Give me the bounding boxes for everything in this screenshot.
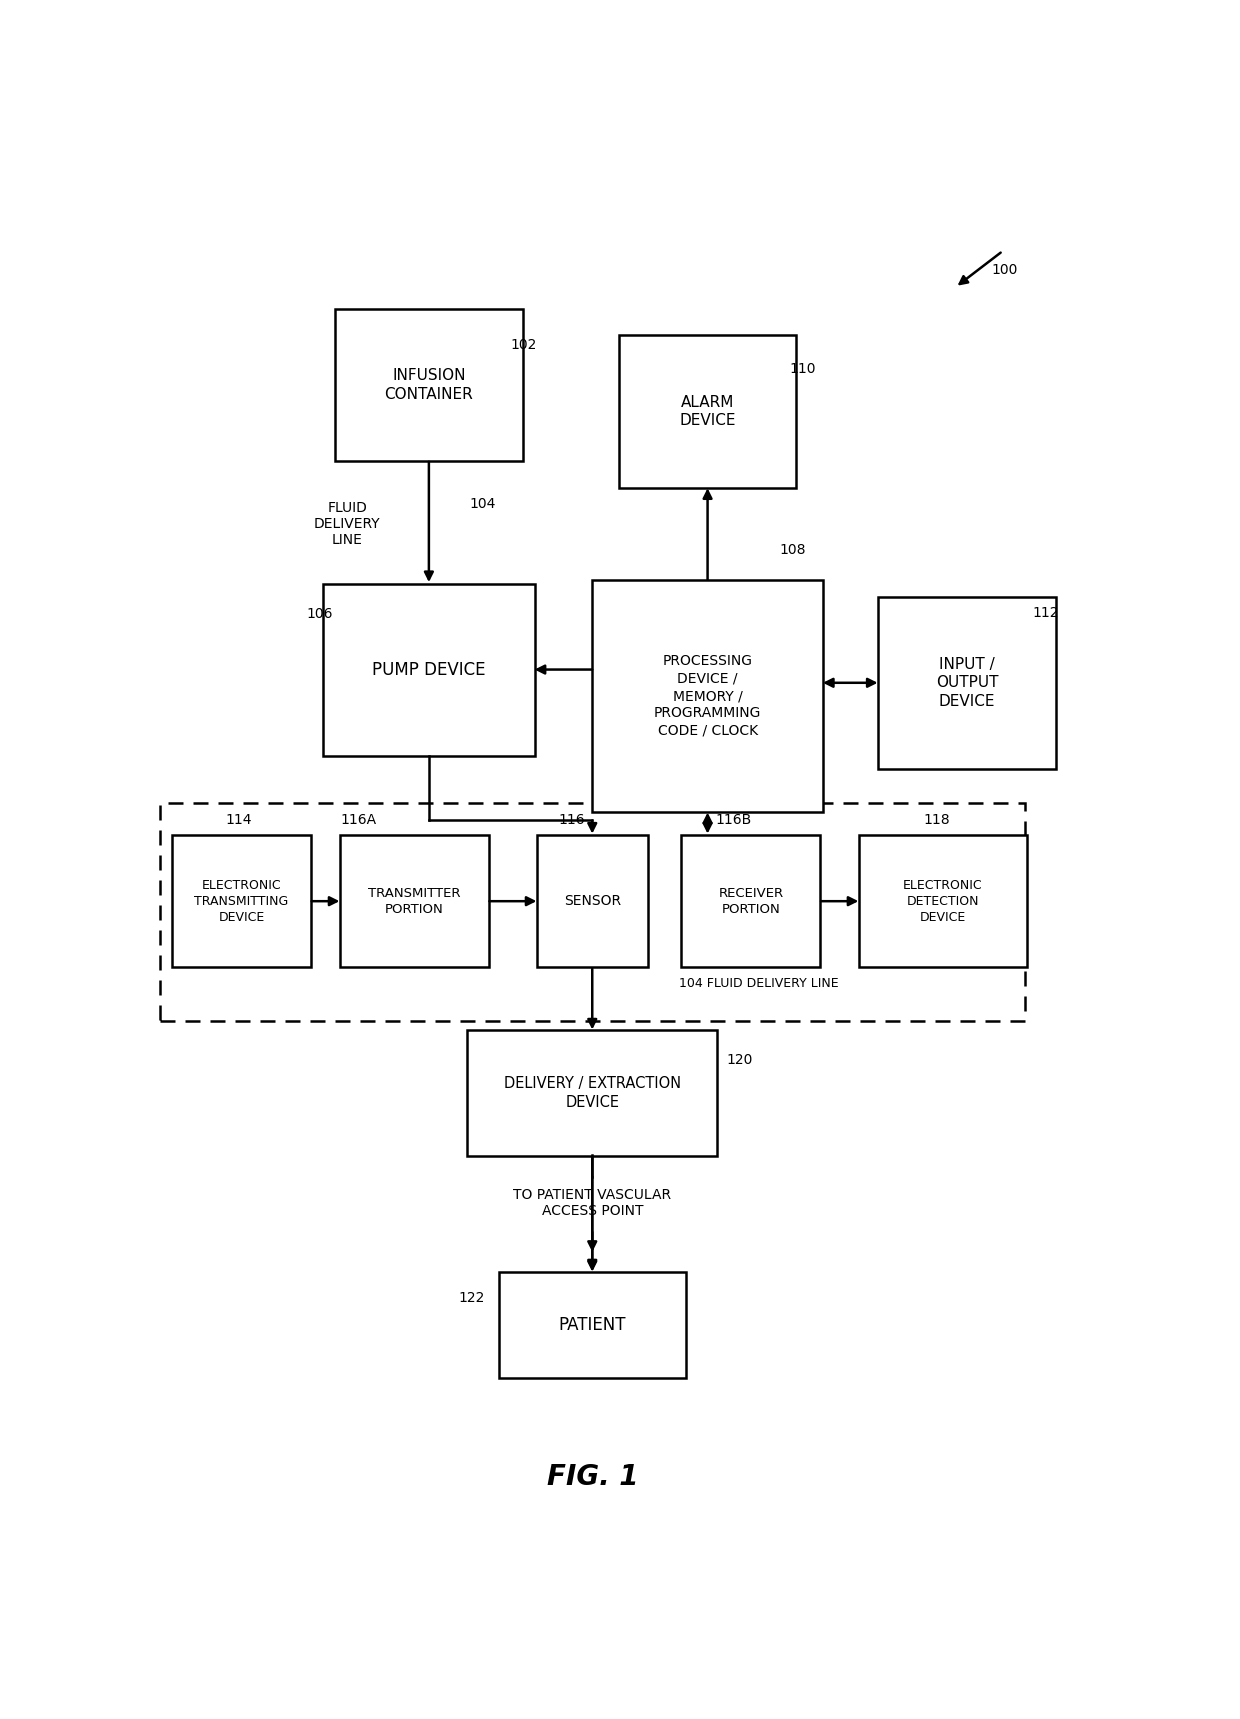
Text: TRANSMITTER
PORTION: TRANSMITTER PORTION: [368, 887, 461, 916]
Text: INFUSION
CONTAINER: INFUSION CONTAINER: [384, 368, 474, 402]
Text: 118: 118: [924, 813, 950, 827]
Text: ELECTRONIC
TRANSMITTING
DEVICE: ELECTRONIC TRANSMITTING DEVICE: [195, 878, 289, 923]
Text: 122: 122: [459, 1291, 485, 1305]
FancyBboxPatch shape: [593, 581, 823, 811]
Text: PROCESSING
DEVICE /
MEMORY /
PROGRAMMING
CODE / CLOCK: PROCESSING DEVICE / MEMORY / PROGRAMMING…: [653, 655, 761, 737]
FancyBboxPatch shape: [340, 835, 489, 968]
Text: 110: 110: [789, 363, 816, 376]
Text: 116B: 116B: [715, 813, 751, 827]
FancyBboxPatch shape: [467, 1030, 717, 1155]
FancyBboxPatch shape: [859, 835, 1027, 968]
Text: RECEIVER
PORTION: RECEIVER PORTION: [718, 887, 784, 916]
Text: 102: 102: [511, 339, 537, 352]
Text: 114: 114: [226, 813, 252, 827]
FancyBboxPatch shape: [498, 1272, 686, 1377]
FancyBboxPatch shape: [878, 596, 1056, 768]
Text: ELECTRONIC
DETECTION
DEVICE: ELECTRONIC DETECTION DEVICE: [903, 878, 983, 923]
Text: 120: 120: [727, 1054, 753, 1067]
Text: 106: 106: [306, 607, 334, 621]
Text: PATIENT: PATIENT: [558, 1315, 626, 1334]
Text: 104: 104: [469, 497, 496, 511]
FancyBboxPatch shape: [537, 835, 647, 968]
Text: 104 FLUID DELIVERY LINE: 104 FLUID DELIVERY LINE: [678, 976, 838, 990]
FancyBboxPatch shape: [619, 335, 796, 488]
Text: 116A: 116A: [341, 813, 377, 827]
FancyBboxPatch shape: [335, 309, 522, 461]
Text: 108: 108: [780, 543, 806, 557]
Text: TO PATIENT VASCULAR
ACCESS POINT: TO PATIENT VASCULAR ACCESS POINT: [513, 1188, 671, 1219]
Text: FIG. 1: FIG. 1: [547, 1463, 639, 1490]
Text: PUMP DEVICE: PUMP DEVICE: [372, 660, 486, 679]
Text: INPUT /
OUTPUT
DEVICE: INPUT / OUTPUT DEVICE: [936, 657, 998, 708]
Text: 112: 112: [1033, 605, 1059, 619]
Text: FLUID
DELIVERY
LINE: FLUID DELIVERY LINE: [314, 500, 381, 547]
Text: 100: 100: [991, 263, 1018, 277]
Text: SENSOR: SENSOR: [564, 894, 621, 908]
Text: 116: 116: [558, 813, 585, 827]
Text: DELIVERY / EXTRACTION
DEVICE: DELIVERY / EXTRACTION DEVICE: [503, 1076, 681, 1110]
Text: ALARM
DEVICE: ALARM DEVICE: [680, 395, 735, 428]
FancyBboxPatch shape: [681, 835, 821, 968]
FancyBboxPatch shape: [324, 583, 534, 756]
FancyBboxPatch shape: [172, 835, 311, 968]
